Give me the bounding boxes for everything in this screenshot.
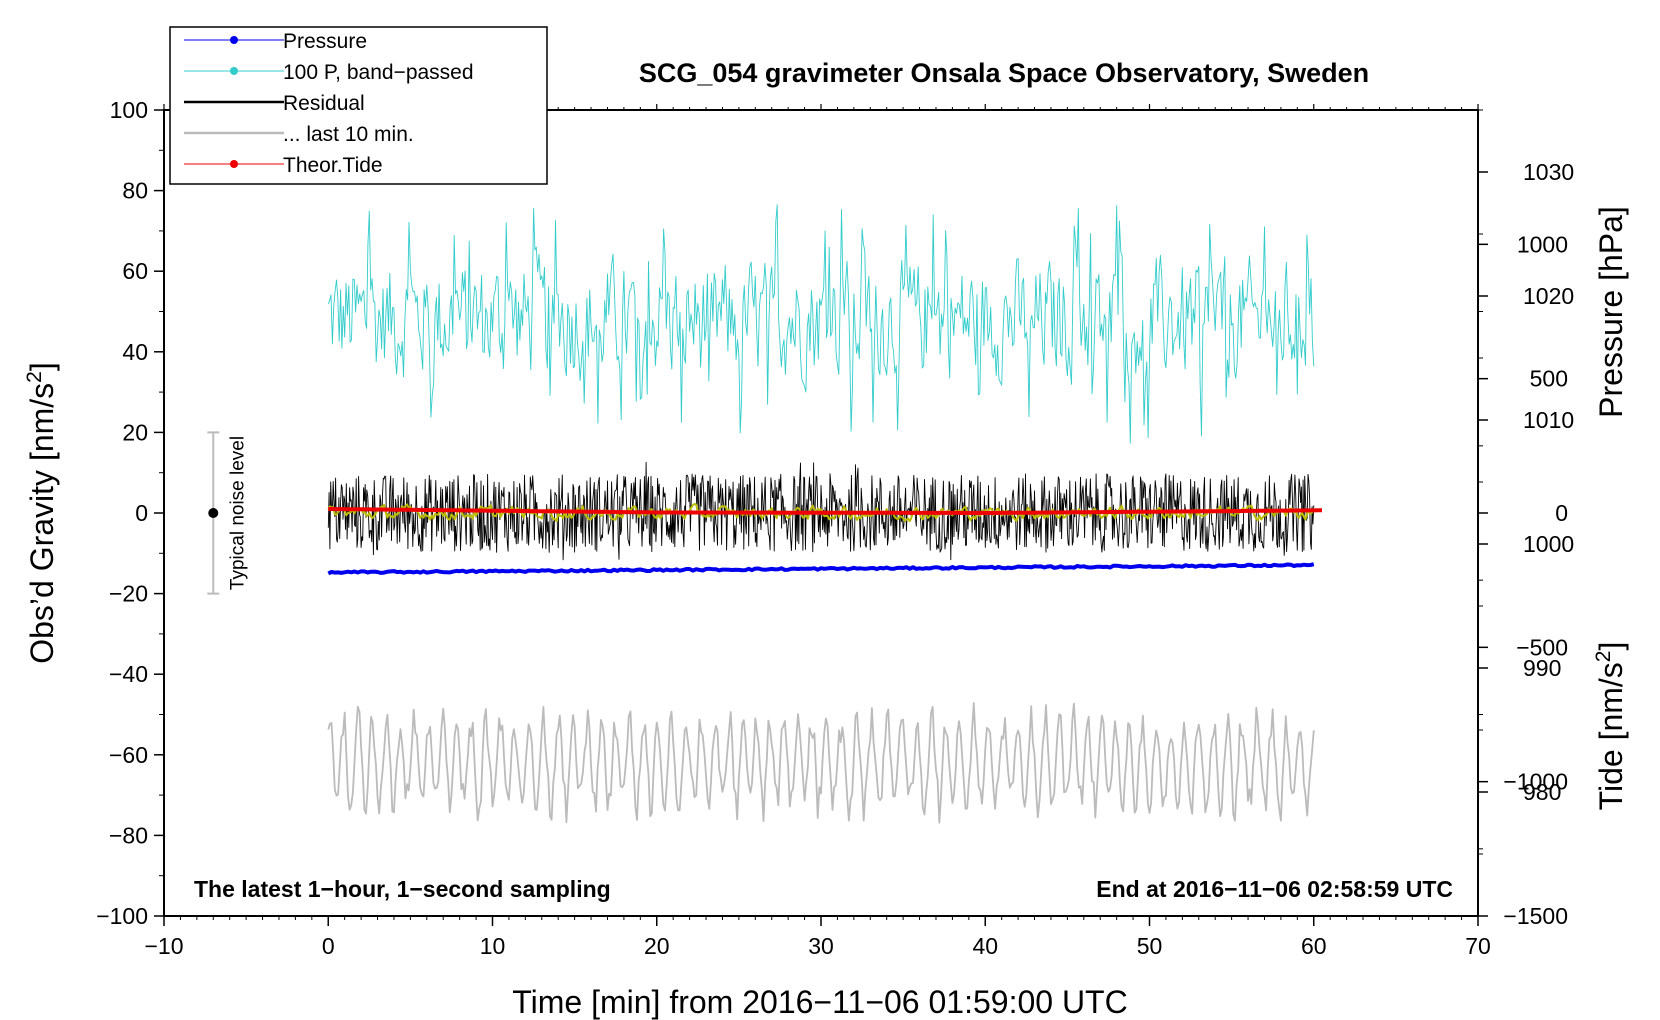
y-tick-label: −20 xyxy=(109,581,148,607)
legend-marker xyxy=(230,160,238,168)
tide-tick-label: −500 xyxy=(1516,634,1568,660)
x-tick-label: 20 xyxy=(644,933,670,959)
y-tick-label: 60 xyxy=(122,258,148,284)
y-axis-label-tide: Tide [nm/s2] xyxy=(1592,642,1629,811)
pressure-tick-label: 1000 xyxy=(1523,531,1574,557)
legend-label: ... last 10 min. xyxy=(283,123,414,146)
series-theor-tide xyxy=(328,507,1322,515)
y-tick-label: −60 xyxy=(109,742,148,768)
x-tick-label: −10 xyxy=(144,933,183,959)
x-axis-label: Time [min] from 2016−11−06 01:59:00 UTC xyxy=(512,984,1127,1020)
annotation-end-time: End at 2016−11−06 02:58:59 UTC xyxy=(1096,876,1453,902)
x-tick-label: 0 xyxy=(322,933,335,959)
series-residual xyxy=(327,461,1315,561)
pressure-tick-label: 1030 xyxy=(1523,159,1574,185)
legend-label: Theor.Tide xyxy=(283,154,383,177)
pressure-tick-label: 990 xyxy=(1523,655,1561,681)
series-residual-smoothed xyxy=(327,503,1315,523)
noise-label: Typical noise level xyxy=(227,436,248,590)
legend-label: Pressure xyxy=(283,30,367,53)
legend-label: 100 P, band−passed xyxy=(283,61,474,84)
x-tick-label: 70 xyxy=(1465,933,1491,959)
series-band-passed-pressure xyxy=(327,204,1315,444)
y-tick-label: 100 xyxy=(110,97,148,123)
tide-tick-label: 500 xyxy=(1530,366,1568,392)
pressure-tick-label: 980 xyxy=(1523,779,1561,805)
legend-marker xyxy=(230,36,238,44)
y-tick-label: 0 xyxy=(135,500,148,526)
y-tick-label: 80 xyxy=(122,178,148,204)
x-tick-label: 50 xyxy=(1137,933,1163,959)
y-tick-label: −40 xyxy=(109,661,148,687)
legend-label: Residual xyxy=(283,92,365,115)
y-tick-label: 40 xyxy=(122,339,148,365)
legend: Pressure 100 P, band−passed Residual ... la… xyxy=(169,26,548,185)
x-tick-label: 60 xyxy=(1301,933,1327,959)
noise-bar: Typical noise level xyxy=(207,431,248,595)
y-tick-label: −80 xyxy=(109,822,148,848)
tide-tick-label: −1000 xyxy=(1503,769,1568,795)
x-tick-label: 40 xyxy=(972,933,998,959)
y-axis-label-left: Obs’d Gravity [nm/s2] xyxy=(23,362,60,664)
noise-bar-center-dot xyxy=(208,508,219,518)
tide-tick-label: 1000 xyxy=(1517,231,1568,257)
pressure-tick-label: 1020 xyxy=(1523,283,1574,309)
tide-tick-label: 0 xyxy=(1555,500,1568,526)
series-pressure xyxy=(327,562,1315,576)
tide-tick-label: −1500 xyxy=(1503,903,1568,929)
x-tick-label: 10 xyxy=(480,933,506,959)
x-tick-label: 30 xyxy=(808,933,834,959)
chart-title: SCG_054 gravimeter Onsala Space Observat… xyxy=(639,58,1369,88)
tick-layer: −10 0 10 20 30 40 50 60 70−100−80−60−40−20020406… xyxy=(96,97,1574,959)
series-layer xyxy=(327,204,1322,824)
legend-marker xyxy=(230,67,238,75)
series-last-10-min xyxy=(327,702,1315,824)
y-axis-label-pressure: Pressure [hPa] xyxy=(1593,206,1629,418)
y-tick-label: 20 xyxy=(122,419,148,445)
y-tick-label: −100 xyxy=(96,903,148,929)
pressure-tick-label: 1010 xyxy=(1523,407,1574,433)
legend-box xyxy=(169,26,548,185)
annotation-latest-hour: The latest 1−hour, 1−second sampling xyxy=(194,876,611,902)
